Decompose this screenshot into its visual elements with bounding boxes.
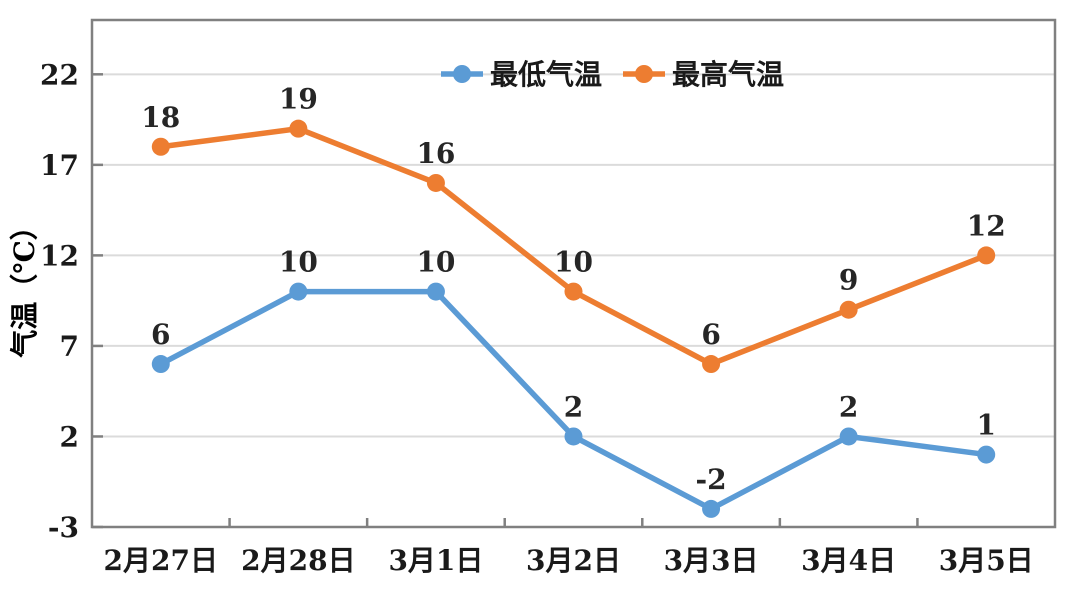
min-temp-data-label: 10 <box>416 246 455 279</box>
data-labels: 6 10 10 2 -2 2 1 18 19 16 10 6 9 12 <box>141 83 1005 496</box>
x-tick-label: 2月27日 <box>104 544 218 577</box>
max-temp-data-label: 6 <box>701 318 720 351</box>
min-temp-data-label: 6 <box>151 318 170 351</box>
x-tick-label: 3月4日 <box>801 544 896 577</box>
series-lines <box>151 119 996 518</box>
x-tick-label: 2月28日 <box>241 544 355 577</box>
max-temp-data-label: 19 <box>279 83 318 116</box>
legend-item-max-temp: 最高气温 <box>623 58 784 91</box>
min-temp-legend-label: 最低气温 <box>490 58 602 91</box>
legend-item-min-temp: 最低气温 <box>441 58 602 91</box>
max-temp-point-marker <box>839 300 858 319</box>
min-temp-data-label: 1 <box>976 409 995 442</box>
max-temp-data-label: 18 <box>141 101 180 134</box>
max-temp-point-marker <box>564 282 583 301</box>
min-temp-point-marker <box>289 282 308 301</box>
min-temp-point-marker <box>426 282 445 301</box>
min-temp-data-label: 2 <box>839 390 858 423</box>
max-temp-legend-label: 最高气温 <box>672 58 784 91</box>
max-temp-point-marker <box>426 173 445 192</box>
min-temp-point-marker <box>977 445 996 464</box>
y-tick-label: 2 <box>60 420 79 453</box>
max-temp-point-marker <box>977 246 996 265</box>
x-tick-label: 3月3日 <box>664 544 759 577</box>
plot-border <box>90 18 1057 529</box>
min-temp-point-marker <box>151 355 170 374</box>
min-temp-point-marker <box>702 499 721 518</box>
max-temp-legend-marker-icon <box>635 65 653 83</box>
x-tick-label: 3月1日 <box>388 544 483 577</box>
min-temp-data-label: 10 <box>279 246 318 279</box>
y-tick-label: 7 <box>60 330 79 363</box>
y-tick-label: -3 <box>48 511 79 544</box>
min-temp-legend-marker-icon <box>453 65 471 83</box>
y-tick-label: 17 <box>40 149 79 182</box>
y-tick-label: 12 <box>40 239 79 272</box>
axes <box>90 18 1057 529</box>
max-temp-point-marker <box>702 355 721 374</box>
x-tick-label: 3月2日 <box>526 544 621 577</box>
max-temp-data-label: 10 <box>554 246 593 279</box>
max-temp-data-label: 16 <box>416 137 455 170</box>
x-tick-label: 3月5日 <box>939 544 1034 577</box>
min-temp-point-marker <box>564 427 583 446</box>
y-tick-label: 22 <box>40 58 79 91</box>
max-temp-data-label: 9 <box>839 264 858 297</box>
min-temp-data-label: -2 <box>696 463 727 496</box>
gridlines <box>92 73 1055 438</box>
max-temp-point-marker <box>151 137 170 156</box>
min-temp-point-marker <box>839 427 858 446</box>
y-axis-title: 气温（℃） <box>8 212 41 359</box>
min-temp-data-label: 2 <box>564 390 583 423</box>
max-temp-data-label: 12 <box>967 209 1006 242</box>
legend: 最低气温 最高气温 <box>441 58 784 91</box>
max-temp-point-marker <box>289 119 308 138</box>
